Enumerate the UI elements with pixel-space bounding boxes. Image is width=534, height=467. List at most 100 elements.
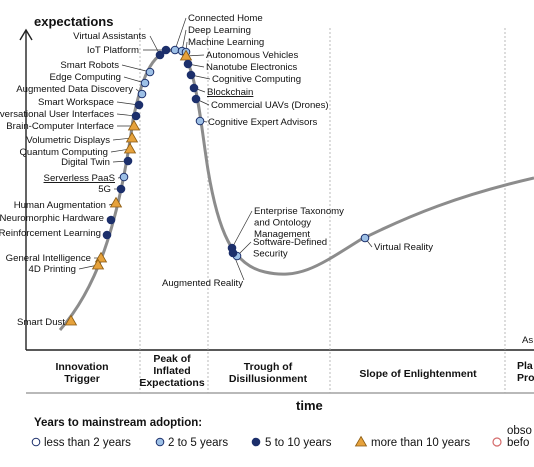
legend-label-obsolete: obso befo: [507, 425, 532, 449]
label-human-augmentation: Human Augmentation: [14, 200, 106, 211]
legend-label-2to5: 2 to 5 years: [168, 437, 228, 449]
label-nanotube-electronics: Nanotube Electronics: [206, 62, 297, 73]
legend-marker-2to5: [155, 437, 165, 447]
phase-peak: Peak of Inflated Expectations: [139, 353, 205, 389]
leader-line-smart-robots: [121, 64, 151, 73]
legend-line: befo: [507, 437, 529, 449]
label-enterprise-taxonomy-and-ontology-management: Enterprise Taxonomy and Ontology Managemen…: [254, 206, 344, 240]
edge-text: As: [522, 335, 533, 346]
phase-line: Slope of Enlightenment: [359, 368, 477, 380]
label-neuromorphic-hardware: Neuromorphic Hardware: [0, 213, 104, 224]
marker-conversational-user-interfaces: [131, 111, 141, 121]
label-brain-computer-interface: Brain-Computer Interface: [6, 121, 114, 132]
legend-title: Years to mainstream adoption:: [34, 417, 202, 429]
legend-label-lt2: less than 2 years: [44, 437, 131, 449]
phase-labels: Innovation Trigger Peak of Inflated Expectat…: [55, 353, 534, 389]
phase-innovation: Innovation Trigger: [55, 361, 108, 385]
legend-marker-gt10: [354, 435, 368, 447]
marker-volumetric-displays: [125, 131, 139, 143]
marker-neuromorphic-hardware: [106, 215, 116, 225]
label-general-intelligence: General Intelligence: [6, 253, 91, 264]
phase-line: Trigger: [64, 373, 100, 385]
phase-trough: Trough of Disillusionment: [229, 361, 308, 385]
marker-augmented-data-discovery: [137, 89, 147, 99]
label-virtual-assistants: Virtual Assistants: [73, 31, 146, 42]
phase-line: Trough of: [244, 361, 293, 373]
legend-marker-obsolete: [492, 437, 502, 447]
leader-line-enterprise-taxonomy-and-ontology-management: [231, 210, 253, 249]
label-connected-home: Connected Home: [188, 13, 263, 24]
legend-marker-lt2: [31, 437, 41, 447]
marker-5g: [116, 184, 126, 194]
marker-cognitive-computing: [186, 70, 196, 80]
marker-commercial-uavs-drones: [191, 94, 201, 104]
leader-line-connected-home: [174, 17, 187, 51]
marker-edge-computing: [140, 78, 150, 88]
marker-nanotube-electronics: [183, 59, 193, 69]
marker-iot-platform: [161, 45, 171, 55]
phase-line: Innovation: [55, 361, 108, 373]
label-cognitive-expert-advisors: Cognitive Expert Advisors: [208, 117, 318, 128]
label-augmented-reality: Augmented Reality: [162, 278, 243, 289]
marker-virtual-reality: [360, 233, 370, 243]
technology-markers: [64, 45, 370, 326]
label-serverless-paas: Serverless PaaS: [44, 173, 115, 184]
label-line: Security: [253, 249, 288, 260]
label-smart-dust: Smart Dust: [17, 317, 65, 328]
phase-line: Peak of: [153, 353, 191, 365]
phase-line: Disillusionment: [229, 373, 308, 385]
label-edge-computing: Edge Computing: [50, 72, 121, 83]
label-line: Software-Defined: [253, 237, 327, 248]
legend-label-5to10: 5 to 10 years: [265, 437, 332, 449]
label-reinforcement-learning: Reinforcement Learning: [0, 228, 101, 239]
label-deep-learning: Deep Learning: [188, 25, 251, 36]
label-cognitive-computing: Cognitive Computing: [212, 74, 301, 85]
legend-line: obso: [507, 425, 532, 437]
label-4d-printing: 4D Printing: [29, 264, 76, 275]
marker-human-augmentation: [109, 196, 123, 208]
label-line: Enterprise Taxonomy: [254, 206, 344, 217]
marker-serverless-paas: [119, 172, 129, 182]
phase-line: Inflated: [153, 365, 190, 377]
label-conversational-user-interfaces: Conversational User Interfaces: [0, 109, 114, 120]
marker-autonomous-vehicles: [179, 49, 193, 61]
label-autonomous-vehicles: Autonomous Vehicles: [206, 50, 298, 61]
label-5g: 5G: [98, 184, 111, 195]
label-volumetric-displays: Volumetric Displays: [26, 135, 110, 146]
marker-brain-computer-interface: [127, 119, 141, 131]
label-commercial-uavs-drones: Commercial UAVs (Drones): [211, 100, 329, 111]
y-axis-label: expectations: [34, 14, 113, 29]
label-quantum-computing: Quantum Computing: [19, 147, 108, 158]
legend-marker-5to10: [251, 437, 261, 447]
marker-virtual-assistants: [155, 50, 165, 60]
label-digital-twin: Digital Twin: [61, 157, 110, 168]
phase-line: Pro: [517, 372, 534, 384]
label-line: and Ontology: [254, 218, 311, 229]
phase-slope: Slope of Enlightenment: [359, 368, 477, 380]
phase-line: Pla: [517, 360, 533, 372]
marker-4d-printing: [91, 258, 105, 270]
label-blockchain: Blockchain: [207, 87, 253, 98]
label-augmented-data-discovery: Augmented Data Discovery: [16, 84, 133, 95]
marker-smart-workspace: [134, 100, 144, 110]
marker-cognitive-expert-advisors: [195, 116, 205, 126]
label-software-defined-security: Software-Defined Security: [253, 237, 327, 260]
label-line: Management: [254, 229, 310, 240]
label-smart-workspace: Smart Workspace: [38, 97, 114, 108]
marker-quantum-computing: [123, 142, 137, 154]
label-iot-platform: IoT Platform: [87, 45, 139, 56]
y-axis-arrow: [19, 28, 33, 41]
marker-smart-dust: [64, 314, 78, 326]
label-smart-robots: Smart Robots: [60, 60, 119, 71]
marker-digital-twin: [123, 156, 133, 166]
marker-reinforcement-learning: [102, 230, 112, 240]
marker-smart-robots: [145, 67, 155, 77]
label-machine-learning: Machine Learning: [188, 37, 264, 48]
marker-blockchain: [189, 83, 199, 93]
marker-augmented-reality: [228, 248, 238, 258]
x-axis-label: time: [296, 398, 323, 413]
phase-line: Expectations: [139, 377, 205, 389]
